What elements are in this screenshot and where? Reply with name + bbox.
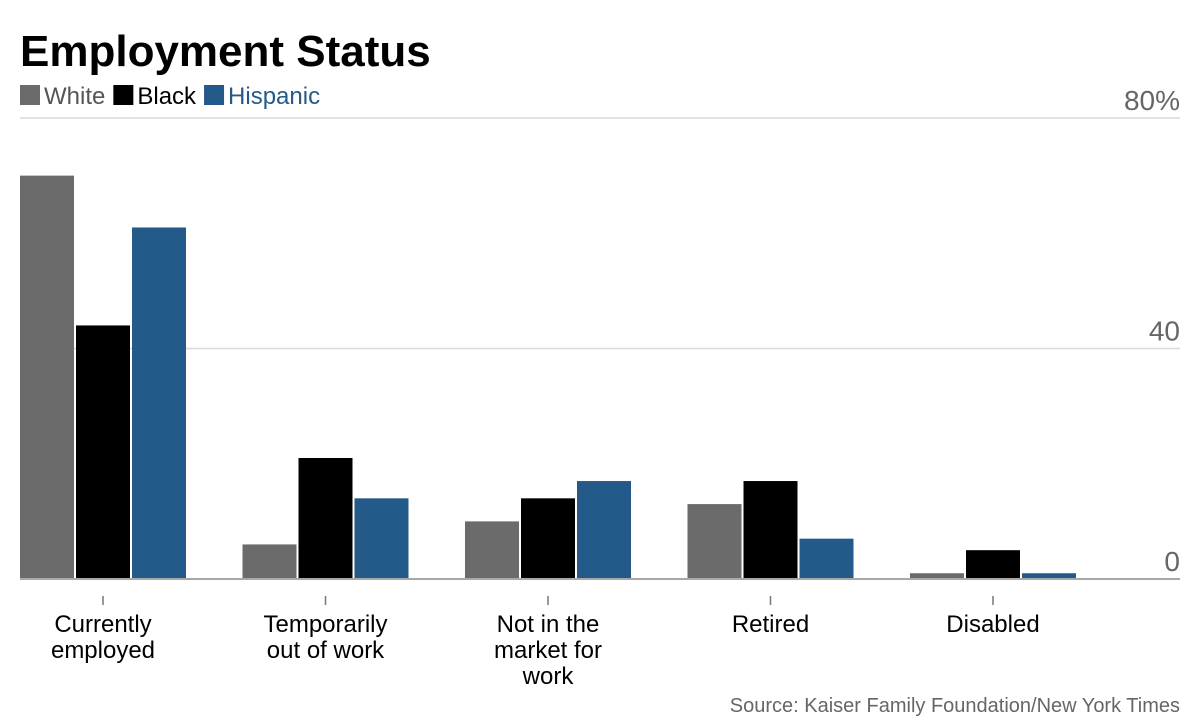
bar-black [298,457,353,579]
bar-white [465,521,519,579]
x-category-label: market for [494,637,602,664]
bar-hispanic [799,538,854,579]
y-tick-label: 0 [1164,546,1180,577]
legend-swatch-black [113,85,134,105]
x-category-label: Currently [54,611,151,638]
legend: White Black Hispanic [20,83,320,110]
legend-label-white: White [44,83,105,110]
bar-black [521,498,575,579]
legend-swatch-hispanic [204,85,225,105]
bar-white [910,573,964,579]
gridlines [20,117,1180,350]
legend-swatch-white [20,85,40,105]
bar-hispanic [577,481,631,579]
x-category-label: Not in the [497,611,600,638]
bar-white [20,175,74,579]
legend-label-black: Black [137,83,197,110]
bars [20,175,1076,580]
bar-hispanic [354,498,409,579]
bar-black [966,550,1020,579]
y-tick-label: 80% [1124,85,1180,116]
chart-title: Employment Status [20,27,431,76]
legend-label-hispanic: Hispanic [228,83,320,110]
bar-hispanic [132,227,186,580]
x-category-label: Retired [732,611,809,638]
bar-black [743,481,798,579]
y-tick-label: 40 [1149,316,1180,347]
x-category-label: Disabled [946,611,1039,638]
bar-black [76,325,130,579]
x-category-label: work [522,663,575,690]
x-category-label: out of work [267,637,385,664]
bar-white [687,504,742,579]
y-axis-ticks: 0 40 80% [1124,85,1180,577]
x-category-label: Temporarily [263,611,387,638]
bar-hispanic [1022,573,1076,579]
bar-white [242,544,297,579]
x-category-label: employed [51,637,155,664]
source-note: Source: Kaiser Family Foundation/New Yor… [730,695,1180,717]
